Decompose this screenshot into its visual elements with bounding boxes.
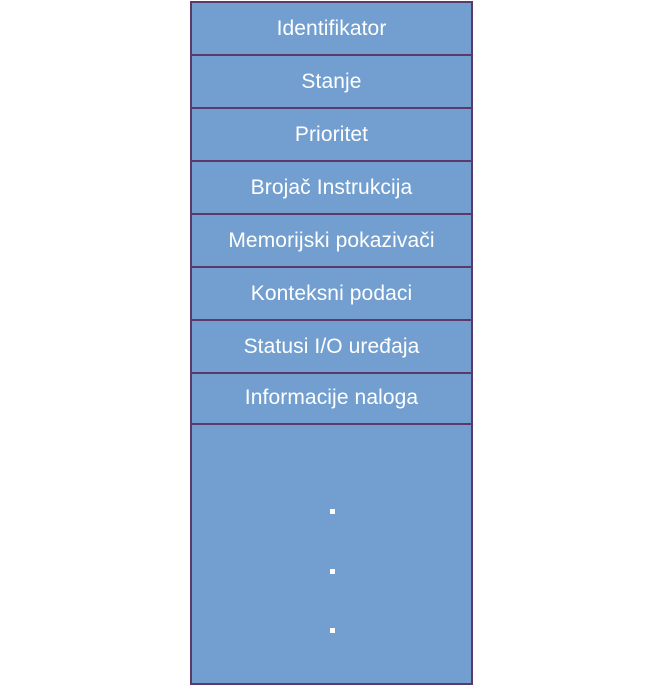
- pcb-field-label: Prioritet: [294, 122, 369, 146]
- pcb-field-label: Konteksni podaci: [250, 281, 413, 305]
- pcb-field-program-counter: Brojač Instrukcija: [192, 162, 471, 215]
- pcb-field-label: Stanje: [301, 69, 362, 93]
- ellipsis-dot: [329, 569, 335, 574]
- pcb-field-io-status: Statusi I/O uređaja: [192, 321, 471, 374]
- pcb-field-label: Statusi I/O uređaja: [243, 334, 420, 358]
- pcb-field-accounting-info: Informacije naloga: [192, 372, 471, 425]
- ellipsis-dot: [329, 509, 335, 514]
- pcb-field-label: Informacije naloga: [244, 385, 419, 409]
- pcb-field-label: Identifikator: [276, 16, 387, 40]
- pcb-field-state: Stanje: [192, 56, 471, 109]
- pcb-field-label: Brojač Instrukcija: [250, 175, 413, 199]
- pcb-field-priority: Prioritet: [192, 109, 471, 162]
- pcb-field-memory-pointers: Memorijski pokazivači: [192, 215, 471, 268]
- pcb-field-identifier: Identifikator: [192, 3, 471, 56]
- ellipsis-dot: [329, 628, 335, 633]
- pcb-field-label: Memorijski pokazivači: [228, 228, 435, 252]
- pcb-field-context-data: Konteksni podaci: [192, 268, 471, 321]
- process-control-block: Identifikator Stanje Prioritet Brojač In…: [190, 1, 473, 685]
- pcb-continuation-area: [192, 425, 471, 683]
